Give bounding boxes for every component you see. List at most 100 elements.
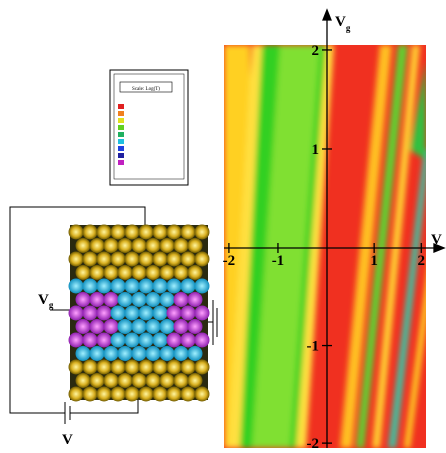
y-tick-label: 1 (312, 142, 320, 158)
atom (132, 292, 147, 307)
atom (167, 333, 182, 348)
atom (167, 387, 182, 402)
atom (139, 333, 154, 348)
atom (118, 265, 133, 280)
atom (174, 292, 189, 307)
y-tick-label: 2 (312, 43, 320, 59)
atom (153, 306, 168, 321)
atom (188, 373, 203, 388)
atom (104, 265, 119, 280)
y-tick-label: -1 (307, 339, 320, 355)
atom (132, 238, 147, 253)
y-tick-label: -2 (307, 436, 320, 448)
atom (97, 387, 112, 402)
atom (125, 387, 140, 402)
atom (69, 360, 84, 375)
x-tick-label: 1 (370, 253, 378, 269)
atom (111, 333, 126, 348)
atom (188, 319, 203, 334)
atom (153, 225, 168, 240)
atom (118, 346, 133, 361)
atom (195, 333, 210, 348)
atom (167, 306, 182, 321)
atom (69, 333, 84, 348)
atom (160, 265, 175, 280)
atom (146, 346, 161, 361)
atom (188, 238, 203, 253)
atom (104, 319, 119, 334)
atom (76, 373, 91, 388)
legend-swatches (118, 104, 124, 165)
atom (181, 387, 196, 402)
atom (104, 292, 119, 307)
atom (111, 306, 126, 321)
bias-label: V (62, 432, 73, 448)
atom (83, 279, 98, 294)
atom (83, 387, 98, 402)
x-axis-label: V (431, 232, 442, 248)
atom (83, 225, 98, 240)
atom (69, 252, 84, 267)
atom (104, 346, 119, 361)
atom (90, 238, 105, 253)
atom (146, 319, 161, 334)
atom (118, 292, 133, 307)
atom (125, 279, 140, 294)
atom (97, 333, 112, 348)
atom (111, 360, 126, 375)
atom (76, 238, 91, 253)
heatmap (224, 45, 436, 448)
atom (167, 225, 182, 240)
atom (160, 319, 175, 334)
atom (153, 279, 168, 294)
atom (125, 306, 140, 321)
atom (97, 306, 112, 321)
atom (195, 279, 210, 294)
atom (153, 252, 168, 267)
atom (139, 225, 154, 240)
atom (90, 346, 105, 361)
atom (181, 306, 196, 321)
atom (132, 373, 147, 388)
atom (76, 346, 91, 361)
atom (125, 252, 140, 267)
atom (195, 225, 210, 240)
atom (153, 360, 168, 375)
atom (167, 360, 182, 375)
legend-title: Scale: Log(T) (132, 87, 160, 92)
atom (153, 333, 168, 348)
atom (97, 279, 112, 294)
atom (139, 279, 154, 294)
atom (188, 265, 203, 280)
atom (83, 306, 98, 321)
atom (111, 252, 126, 267)
x-tick-label: -2 (223, 253, 236, 269)
atom (118, 373, 133, 388)
atom (160, 373, 175, 388)
atom (125, 333, 140, 348)
atom (188, 292, 203, 307)
atom (132, 265, 147, 280)
atom (76, 319, 91, 334)
atom (118, 319, 133, 334)
atom (125, 360, 140, 375)
atom (188, 346, 203, 361)
gate-label: Vg (38, 292, 54, 310)
figure: Scale: Log(T) Vg V V Vg -2-112-2-112 (0, 0, 446, 448)
atom (181, 225, 196, 240)
atom (104, 373, 119, 388)
atom (69, 225, 84, 240)
atom (83, 252, 98, 267)
atom (83, 333, 98, 348)
atom (195, 306, 210, 321)
atom (160, 292, 175, 307)
x-tick-label: 2 (418, 253, 426, 269)
atom (146, 265, 161, 280)
atom (104, 238, 119, 253)
atom (76, 292, 91, 307)
atom (97, 225, 112, 240)
atom (111, 279, 126, 294)
atom (181, 360, 196, 375)
atom (118, 238, 133, 253)
y-axis-label: Vg (335, 14, 351, 33)
